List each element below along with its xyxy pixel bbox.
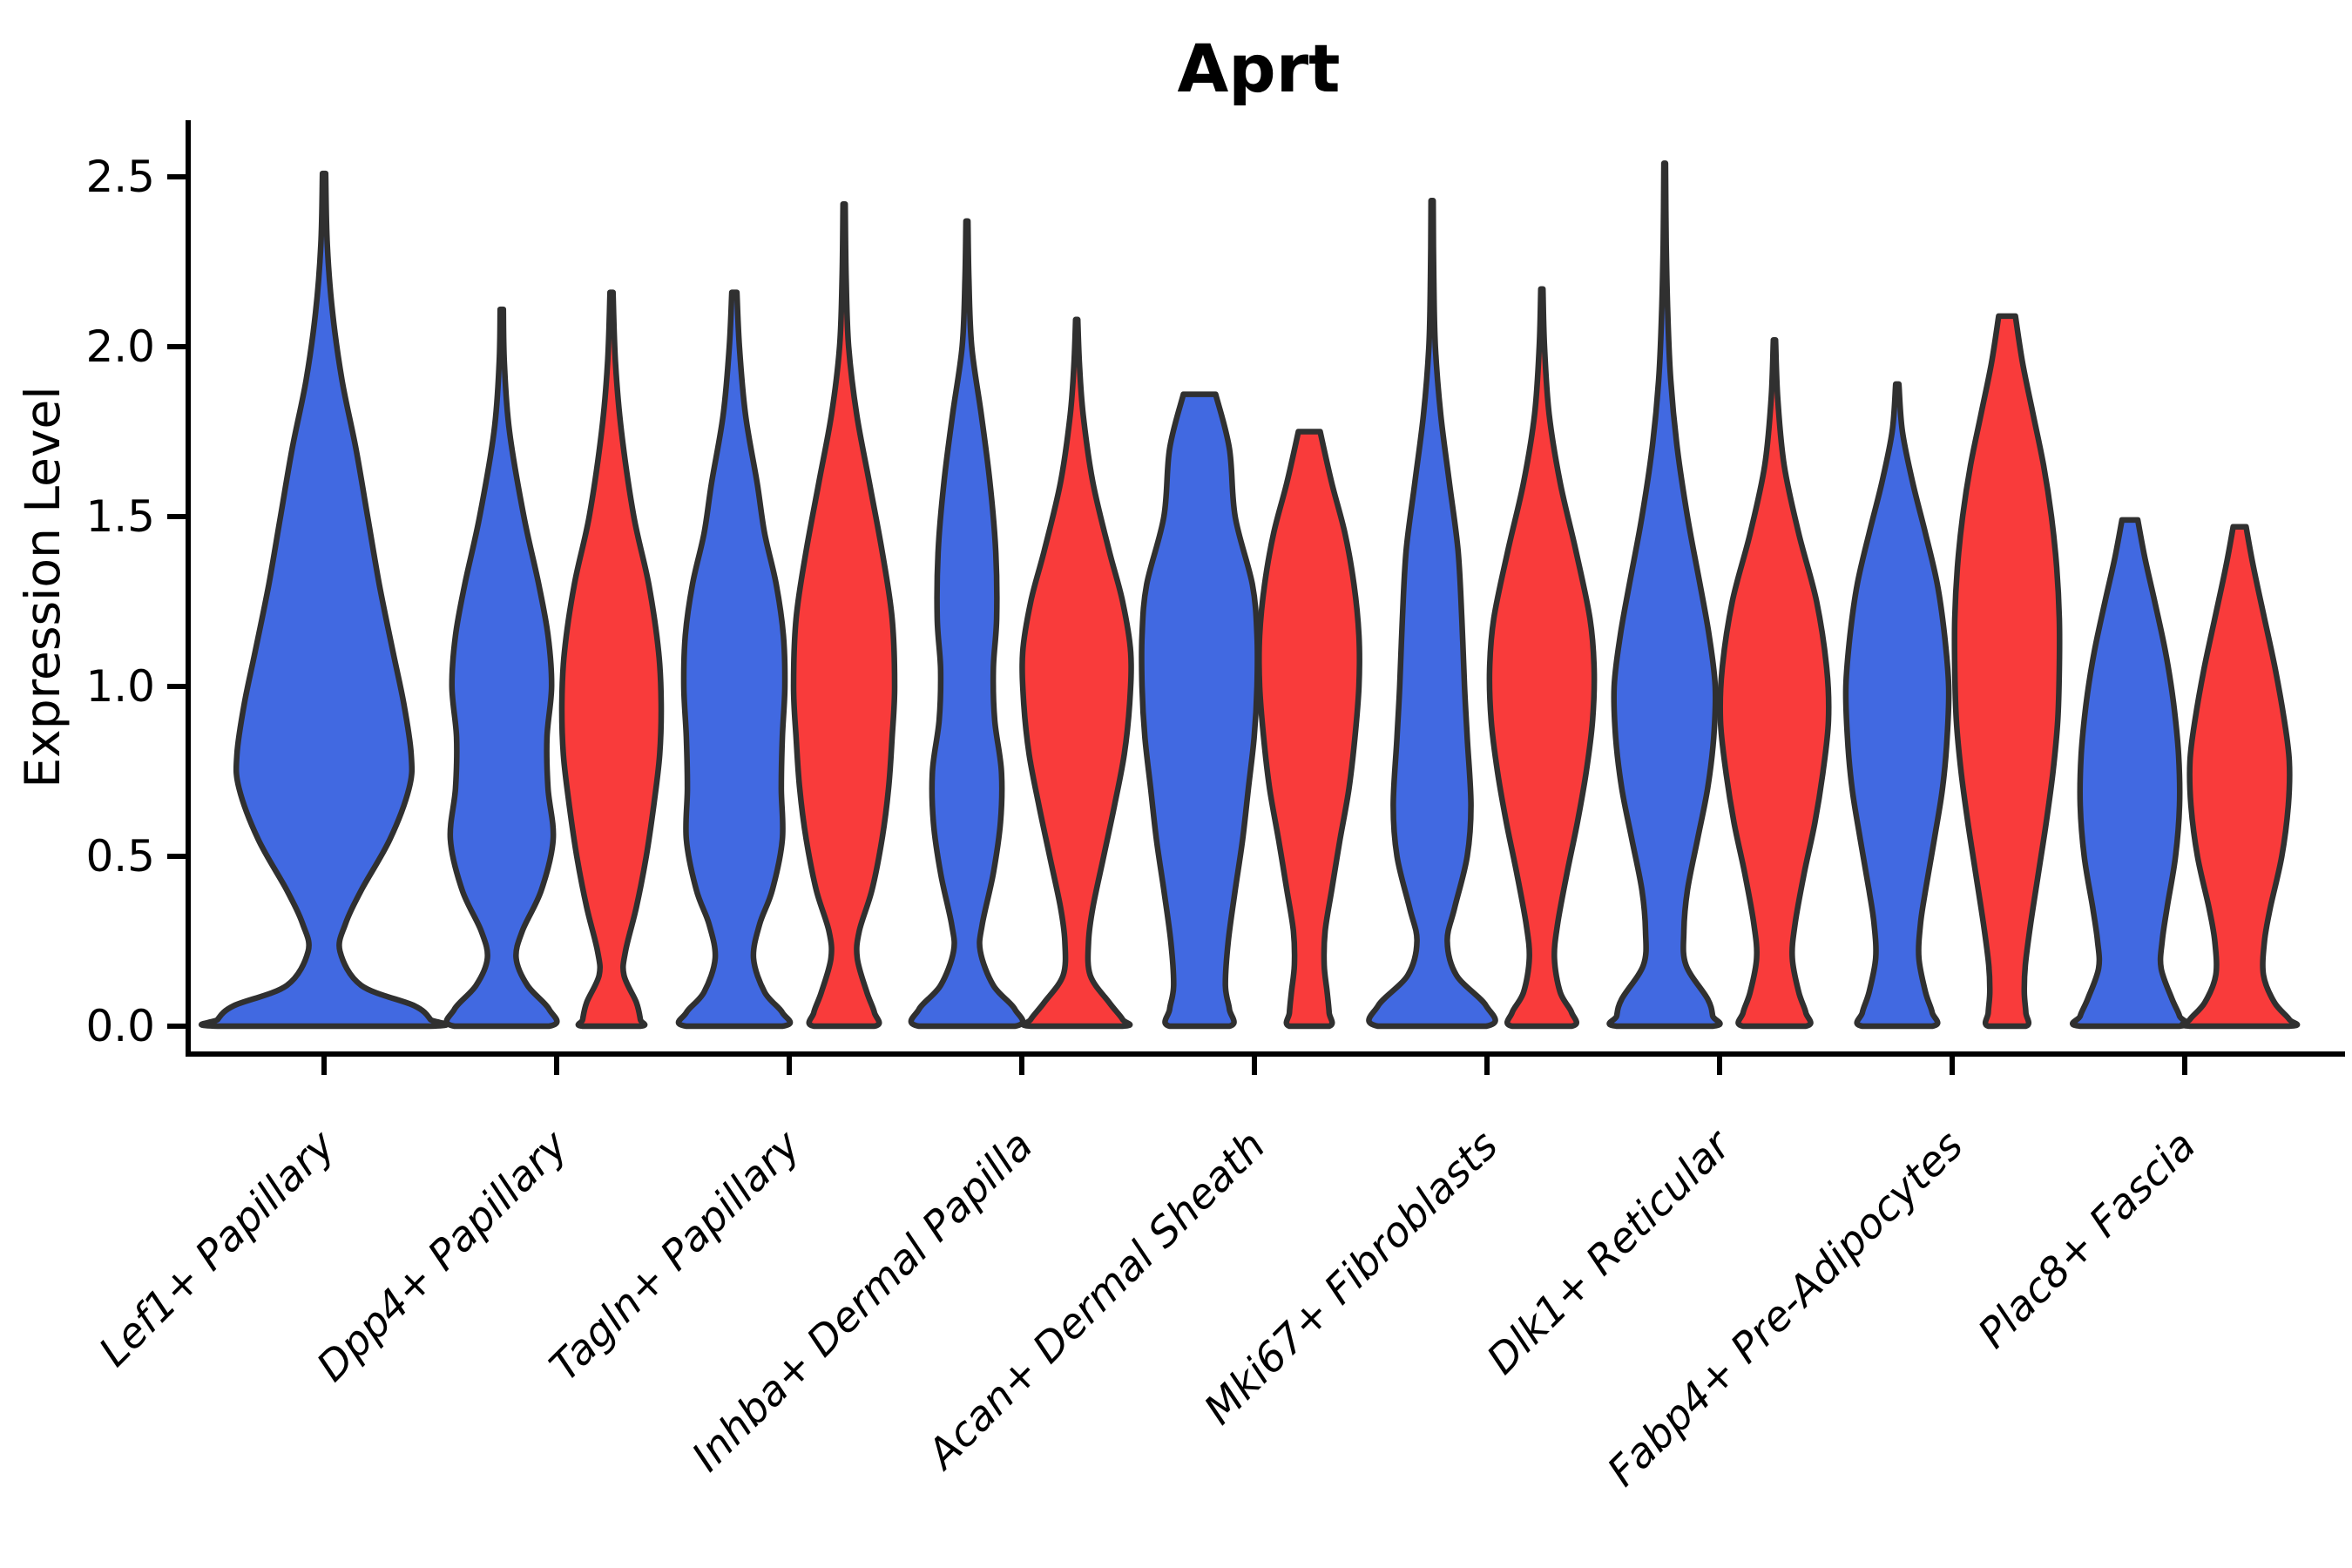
y-tick-label: 0.0 xyxy=(85,1001,155,1051)
violin-inhba-dermal-papilla-red xyxy=(1019,316,1134,1030)
y-tick-label: 1.5 xyxy=(85,491,155,542)
violin-dpp4-papillary-red xyxy=(558,289,665,1030)
violin-tagln-papillary-red xyxy=(790,200,898,1030)
violin-tagln-papillary-blue xyxy=(675,289,794,1030)
violin-inhba-dermal-papilla-blue xyxy=(908,218,1026,1030)
y-tick-label: 1.0 xyxy=(85,661,155,712)
violin-mki67-fibroblasts-red xyxy=(1486,286,1598,1030)
y-axis-ticks: 0.0 0.5 1.0 1.5 2.0 2.5 xyxy=(85,152,188,1051)
axes-spines xyxy=(186,120,2345,1057)
violin-dlk1-reticular-red xyxy=(1717,336,1832,1030)
violin-dpp4-papillary-blue xyxy=(443,306,560,1030)
y-axis-label: Expression Level xyxy=(15,386,71,787)
violin-acan-dermal-sheath-blue xyxy=(1139,391,1260,1030)
chart-title: Aprt xyxy=(1177,30,1340,107)
violin-fabp4-pre-adipocytes-red xyxy=(1951,313,2063,1030)
violin-fabp4-pre-adipocytes-blue xyxy=(1842,381,1952,1030)
axis-spine xyxy=(186,120,2345,1057)
violin-dlk1-reticular-blue xyxy=(1606,160,1723,1030)
x-tick-label-plac8-fascia: Plac8+ Fascia xyxy=(1969,1122,2205,1358)
violin-plac8-fascia-red xyxy=(2179,524,2301,1030)
violins-layer xyxy=(199,160,2301,1030)
violin-lef1-papillary-blue xyxy=(199,170,449,1030)
y-tick-label: 2.0 xyxy=(85,321,155,372)
y-tick-label: 2.5 xyxy=(85,152,155,202)
x-tick-label-dpp4-papillary: Dpp4+ Papillary xyxy=(308,1121,578,1391)
x-tick-label-tagln-papillary: Tagln+ Papillary xyxy=(541,1121,811,1391)
x-tick-label-lef1-papillary: Lef1+ Papillary xyxy=(90,1121,345,1376)
violin-plac8-fascia-blue xyxy=(2070,517,2190,1030)
x-tick-label-dlk1-reticular: Dlk1+ Reticular xyxy=(1478,1120,1742,1384)
violin-acan-dermal-sheath-red xyxy=(1256,429,1362,1030)
violin-mki67-fibroblasts-blue xyxy=(1366,198,1498,1030)
y-tick-label: 0.5 xyxy=(85,831,155,882)
